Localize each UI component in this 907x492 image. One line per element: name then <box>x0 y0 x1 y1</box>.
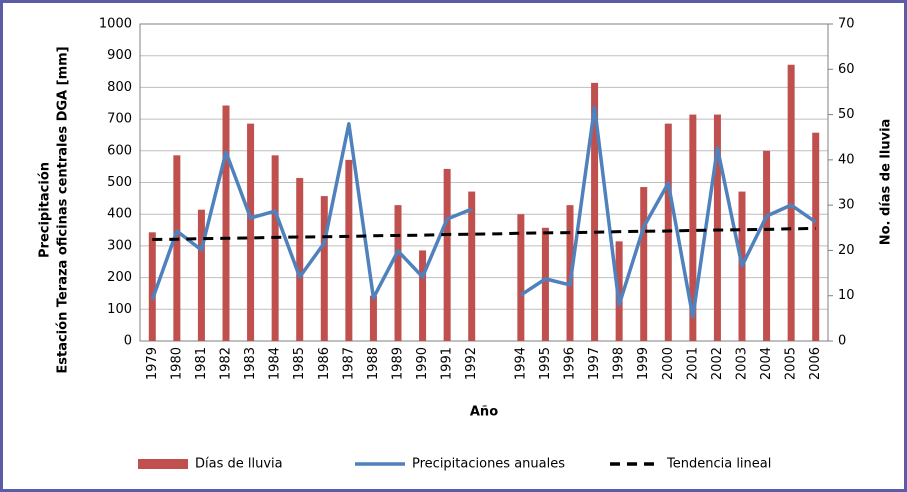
legend-label: Tendencia lineal <box>666 457 771 472</box>
x-tick-label: 1996 <box>563 347 578 380</box>
y2-tick-label: 70 <box>838 17 855 32</box>
bar <box>640 187 648 341</box>
y2-tick-label: 30 <box>838 198 855 213</box>
bar <box>320 196 328 341</box>
y2-tick-label: 0 <box>838 334 846 349</box>
y2-axis-title: No. días de lluvia <box>879 119 894 246</box>
bar <box>517 214 525 341</box>
x-tick-label: 1984 <box>268 347 283 380</box>
x-tick-label: 1981 <box>194 347 209 380</box>
x-axis-title: Año <box>470 405 498 420</box>
x-tick-label: 1988 <box>366 347 381 380</box>
x-tick-label: 1995 <box>538 347 553 380</box>
y-tick-label: 100 <box>107 302 132 317</box>
bar <box>247 123 255 341</box>
y2-tick-label: 50 <box>838 107 855 122</box>
plot-border <box>139 23 829 342</box>
y-tick-label: 900 <box>107 48 132 63</box>
y-tick-label: 200 <box>107 270 132 285</box>
bar <box>591 82 599 341</box>
bar <box>197 209 205 341</box>
line <box>150 105 817 319</box>
y2-tick-label: 20 <box>838 243 855 258</box>
bar <box>541 227 549 341</box>
bar <box>173 155 181 341</box>
x-tick-label: 1992 <box>464 347 479 380</box>
x-tick-label: 1990 <box>415 347 430 380</box>
y-axis-title: Precipitación <box>38 162 53 258</box>
y2-tick-label: 40 <box>838 152 855 167</box>
bar <box>222 105 230 341</box>
bar <box>369 295 377 341</box>
bar <box>713 114 721 341</box>
x-tick-label: 1987 <box>341 347 356 380</box>
legend-label: Precipitaciones anuales <box>412 457 565 472</box>
x-tick-label: 2000 <box>661 347 676 380</box>
x-tick-label: 2006 <box>808 347 823 380</box>
bar <box>296 177 304 341</box>
y-tick-label: 300 <box>107 238 132 253</box>
y-axis-title: Estación Teraza oficinas centrales DGA [… <box>56 46 71 373</box>
y2-tick-label: 10 <box>838 288 855 303</box>
bar <box>148 232 156 341</box>
x-tick-label: 1991 <box>440 347 455 380</box>
x-tick-label: 1982 <box>219 347 234 380</box>
bar <box>271 155 279 341</box>
x-tick-label: 1986 <box>317 347 332 380</box>
trend-line <box>152 226 816 242</box>
bar <box>443 168 451 341</box>
y-tick-label: 0 <box>124 334 132 349</box>
bar <box>345 159 353 341</box>
x-tick-label: 2001 <box>685 347 700 380</box>
y-tick-label: 800 <box>107 80 132 95</box>
bar <box>394 205 402 341</box>
y-tick-label: 400 <box>107 207 132 222</box>
legend-label: Días de lluvia <box>195 457 283 472</box>
x-tick-label: 1985 <box>292 347 307 380</box>
x-tick-label: 1983 <box>243 347 258 380</box>
y2-tick-label: 60 <box>838 62 855 77</box>
x-tick-label: 2005 <box>784 347 799 380</box>
bar <box>763 150 771 341</box>
x-tick-label: 1998 <box>612 347 627 380</box>
legend-swatch <box>138 459 188 469</box>
x-tick-label: 1989 <box>391 347 406 380</box>
x-tick-label: 1997 <box>587 347 602 380</box>
x-tick-label: 1979 <box>145 347 160 380</box>
bar <box>812 132 820 341</box>
x-tick-label: 1994 <box>513 347 528 380</box>
y-tick-label: 600 <box>107 143 132 158</box>
bar <box>787 64 795 341</box>
x-tick-label: 1999 <box>636 347 651 380</box>
x-tick-label: 2002 <box>710 347 725 380</box>
x-tick-label: 1980 <box>169 347 184 380</box>
bar <box>689 114 697 341</box>
x-tick-label: 2003 <box>735 347 750 380</box>
y-tick-label: 700 <box>107 112 132 127</box>
bar <box>468 191 476 341</box>
y-tick-label: 1000 <box>99 17 132 32</box>
y-tick-label: 500 <box>107 175 132 190</box>
bar <box>419 250 427 341</box>
x-tick-label: 2004 <box>759 347 774 380</box>
